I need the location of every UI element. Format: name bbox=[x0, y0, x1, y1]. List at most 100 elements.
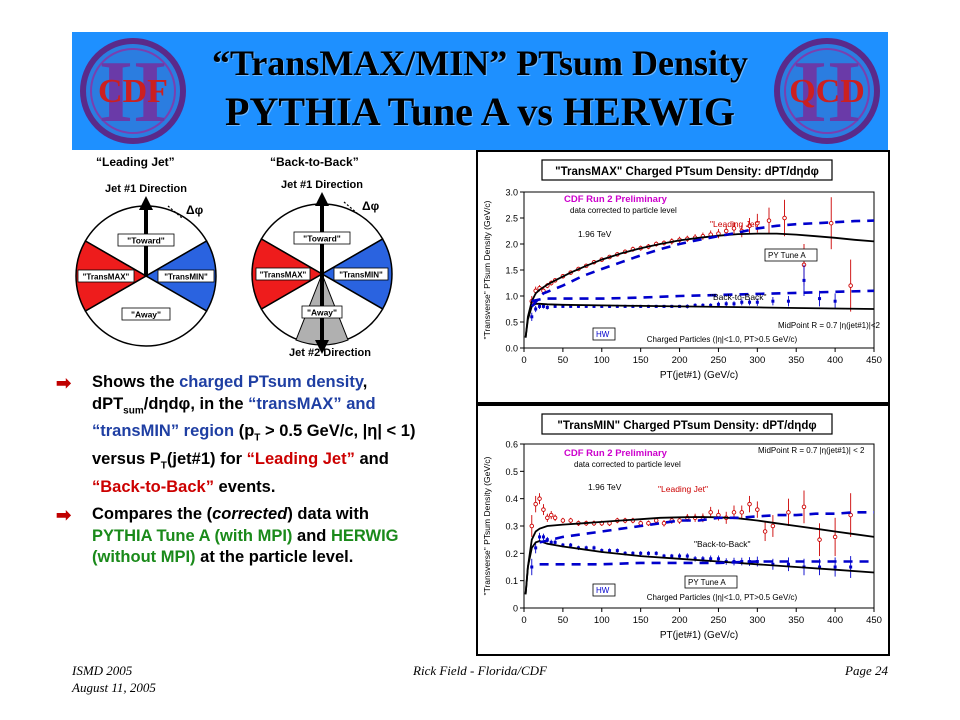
red-data-point bbox=[801, 504, 807, 510]
chart-title-box bbox=[541, 159, 833, 181]
red-data-point bbox=[537, 496, 542, 501]
red-data-point bbox=[545, 515, 550, 521]
chart-title: "TransMAX" Charged PTsum Density: dPT/dη… bbox=[555, 166, 819, 178]
hw-label: HW bbox=[596, 330, 610, 339]
b1-charged-ptsum: charged PTsum density bbox=[179, 373, 363, 391]
qcd-logo: II QCD bbox=[774, 38, 880, 144]
blue-data-point bbox=[534, 307, 538, 311]
blue-data-point bbox=[592, 546, 596, 550]
red-data-point bbox=[770, 523, 776, 529]
x-tick-label: 150 bbox=[633, 615, 649, 626]
corrected-label: data corrected to particle level bbox=[570, 206, 677, 215]
leading-jet-diagram: Jet #1 Direction Δφ "Toward" "TransMAX" … bbox=[75, 183, 217, 347]
x-tick-label: 0 bbox=[521, 355, 526, 366]
b1-leading-jet: “Leading Jet” bbox=[246, 450, 355, 469]
y-tick-label: 3.0 bbox=[505, 188, 518, 198]
red-data-point bbox=[568, 518, 573, 523]
blue-data-point bbox=[802, 278, 806, 282]
lj-away-label: "Away" bbox=[131, 310, 161, 320]
footer-conference: ISMD 2005 bbox=[72, 663, 133, 678]
blue-data-point bbox=[530, 315, 534, 319]
y-tick-label: 0.6 bbox=[505, 440, 518, 450]
caption-leading-jet: “Leading Jet” bbox=[96, 155, 175, 169]
b1-sub-t2: T bbox=[160, 460, 167, 472]
b2b-jet1-direction: Jet #1 Direction bbox=[281, 179, 363, 191]
blue-data-point bbox=[849, 565, 853, 569]
red-data-point bbox=[548, 512, 554, 518]
blue-data-point bbox=[755, 560, 759, 564]
pytune-box bbox=[764, 248, 818, 262]
slide-title-line2: PYTHIA Tune A vs HERWIG bbox=[225, 89, 735, 134]
lj-away-box bbox=[121, 307, 171, 321]
back-to-back-label: "Back-to-Back" bbox=[694, 539, 751, 549]
x-tick-label: 50 bbox=[558, 615, 569, 626]
red-data-point bbox=[739, 510, 745, 515]
bullet-list: ➡ Shows the charged PTsum density, dPTsu… bbox=[54, 372, 424, 575]
b2b-transmax-box bbox=[255, 267, 311, 281]
blue-data-point bbox=[615, 549, 619, 553]
y-tick-label: 0.2 bbox=[505, 549, 518, 559]
red-data-point bbox=[828, 220, 834, 226]
charged-particles-label: Charged Particles (|η|<1.0, PT>0.5 GeV/c… bbox=[647, 335, 798, 344]
b2b-jet2-arrowhead bbox=[315, 340, 329, 354]
slide-title-line1: “TransMAX/MIN” PTsum Density bbox=[211, 43, 749, 83]
blue-data-point bbox=[771, 299, 775, 303]
red-data-point bbox=[848, 283, 853, 288]
blue-data-point bbox=[553, 304, 557, 308]
charged-particles-label: Charged Particles (|η|<1.0, PT>0.5 GeV/c… bbox=[647, 593, 798, 602]
blue-data-point bbox=[646, 551, 650, 555]
title-banner bbox=[72, 32, 888, 150]
blue-data-point bbox=[740, 300, 744, 304]
red-data-point bbox=[708, 510, 713, 515]
red-data-point bbox=[817, 537, 822, 542]
x-tick-label: 450 bbox=[866, 355, 882, 366]
logo-roman-left: II bbox=[99, 44, 168, 141]
blue-data-point bbox=[541, 304, 545, 308]
x-axis-label: PT(jet#1) (GeV/c) bbox=[660, 630, 738, 641]
x-tick-label: 50 bbox=[558, 355, 569, 366]
b1-back-to-back: “Back-to-Back” bbox=[92, 477, 214, 496]
bullet-1: ➡ Shows the charged PTsum density, dPTsu… bbox=[54, 372, 424, 498]
lj-transmin-box bbox=[157, 269, 215, 283]
b1-sub-sum: sum bbox=[123, 404, 144, 416]
x-tick-label: 400 bbox=[827, 355, 843, 366]
b2b-dphi-arrow bbox=[343, 201, 359, 215]
blue-data-point bbox=[584, 304, 588, 308]
y-tick-label: 0.0 bbox=[505, 344, 518, 354]
b1-text-d: /dηdφ, in the bbox=[143, 394, 249, 413]
blue-data-point bbox=[561, 304, 565, 308]
pytune-label: PY Tune A bbox=[688, 578, 726, 587]
b1-text-h: (jet#1) for bbox=[166, 450, 247, 469]
blue-data-point bbox=[693, 303, 697, 307]
blue-data-point bbox=[639, 551, 643, 555]
y-tick-label: 0.3 bbox=[505, 522, 518, 532]
blue-data-point bbox=[600, 549, 604, 553]
b1-sub-t: T bbox=[254, 432, 261, 444]
energy-label: 1.96 TeV bbox=[588, 482, 622, 492]
red-data-point bbox=[747, 501, 752, 507]
y-tick-label: 0.5 bbox=[505, 318, 518, 328]
blue-data-point bbox=[670, 554, 674, 558]
blue-data-point bbox=[576, 304, 580, 308]
hw-box bbox=[592, 583, 616, 597]
y-tick-label: 1.5 bbox=[505, 266, 518, 276]
red-data-point bbox=[661, 521, 667, 526]
pythia-leading-curve bbox=[524, 516, 875, 595]
blue-data-point bbox=[693, 557, 697, 561]
b2b-toward-box bbox=[293, 231, 351, 245]
blue-data-point bbox=[553, 540, 557, 544]
red-data-point bbox=[552, 515, 558, 521]
back-to-back-label: "Back-to-Back" bbox=[710, 292, 767, 302]
lj-transmin-label: "TransMIN" bbox=[164, 273, 208, 282]
red-data-point bbox=[832, 534, 838, 540]
blue-data-point bbox=[569, 543, 573, 547]
leading-jet-label: "Leading Jet" bbox=[658, 484, 708, 494]
bullet-arrow-icon: ➡ bbox=[56, 373, 72, 393]
footer-page: Page 24 bbox=[845, 663, 888, 678]
b1-text-c: , dPT bbox=[92, 373, 368, 413]
blue-data-point bbox=[530, 565, 534, 569]
x-tick-label: 150 bbox=[633, 355, 649, 366]
b1-text-g: > 0.5 GeV/c, |η| < 1) versus P bbox=[92, 422, 416, 469]
b1-text-a: Shows the bbox=[92, 373, 180, 391]
red-data-point bbox=[560, 518, 566, 523]
